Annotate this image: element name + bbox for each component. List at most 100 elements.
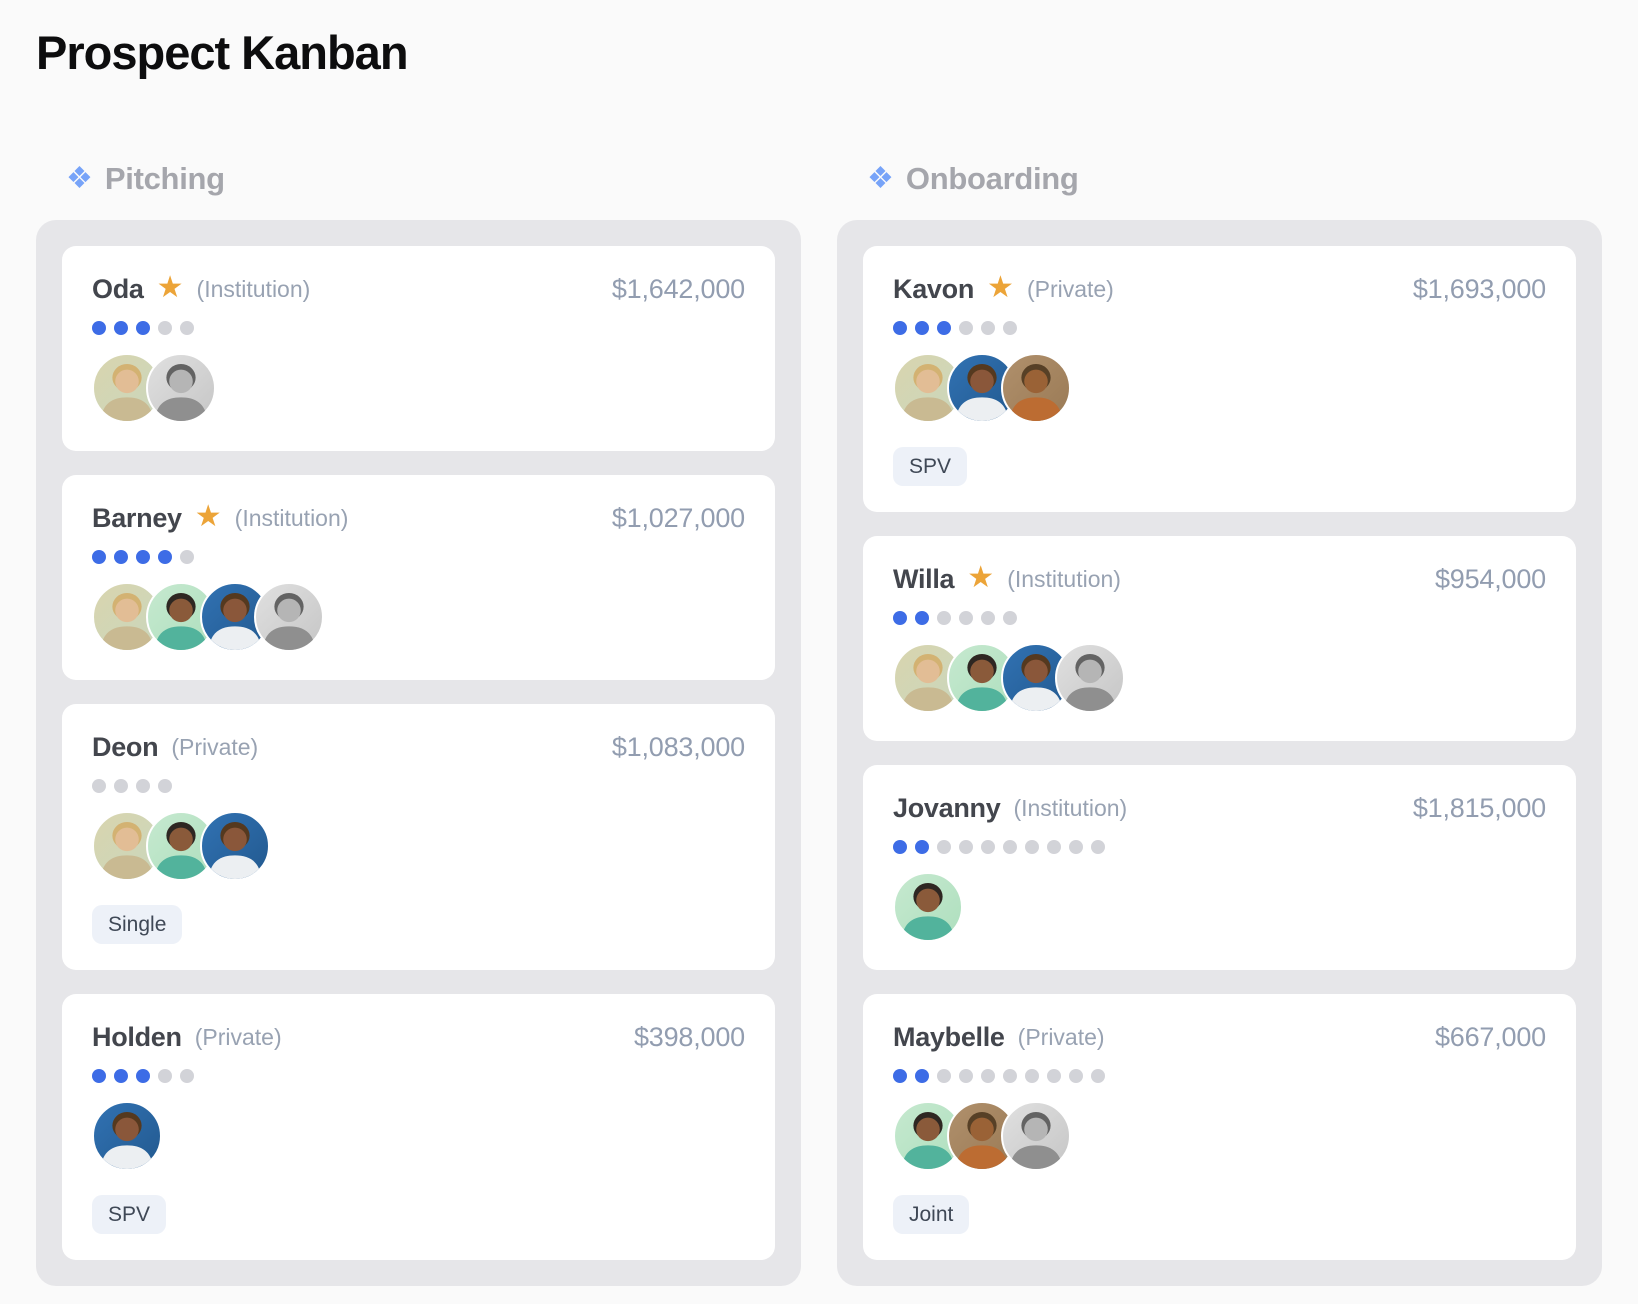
progress-dot [92, 1069, 106, 1084]
prospect-card[interactable]: Oda ★ (Institution) $1,642,000 [62, 246, 775, 452]
prospect-amount: $1,815,000 [1412, 792, 1546, 823]
progress-dot [92, 321, 106, 336]
card-header-row: Maybelle (Private) $667,000 [893, 1020, 1546, 1054]
progress-dot [136, 779, 150, 794]
kanban-column: ❖ Pitching Oda ★ (Institution) $1,642,00… [36, 160, 801, 1287]
progress-dots [893, 1069, 1546, 1084]
progress-dots [92, 550, 745, 565]
progress-dot [981, 1069, 995, 1084]
star-icon: ★ [194, 500, 222, 534]
progress-dot [180, 550, 194, 565]
prospect-type: (Institution) [234, 504, 349, 531]
progress-dots [92, 779, 745, 794]
page-title: Prospect Kanban [36, 26, 409, 79]
progress-dot [92, 779, 106, 794]
column-card-list: Kavon ★ (Private) $1,693,000 SPV Willa ★… [837, 220, 1602, 1287]
diamond-icon: ❖ [867, 162, 894, 196]
blonde-person-avatar [893, 643, 963, 714]
progress-dot [114, 550, 128, 565]
card-header-row: Barney ★ (Institution) $1,027,000 [92, 501, 745, 535]
prospect-type: (Private) [194, 1023, 282, 1050]
prospect-card[interactable]: Willa ★ (Institution) $954,000 [863, 536, 1576, 742]
kanban-page: Prospect Kanban ❖ Pitching Oda ★ (Instit… [36, 26, 1602, 1287]
blue-bg-woman-avatar [200, 811, 270, 882]
kanban-board: ❖ Pitching Oda ★ (Institution) $1,642,00… [36, 160, 1602, 1287]
progress-dot [158, 779, 172, 794]
progress-dot [180, 1069, 194, 1084]
blue-bg-woman-avatar [92, 1101, 162, 1172]
avatar-group [893, 870, 1546, 944]
progress-dot [959, 321, 973, 336]
tan-bg-woman-avatar [1001, 353, 1071, 424]
progress-dot [1091, 1069, 1105, 1084]
bw-man-avatar [146, 353, 216, 424]
progress-dot [1003, 321, 1017, 336]
avatar-group [92, 351, 745, 425]
star-icon: ★ [156, 271, 184, 305]
prospect-card[interactable]: Maybelle (Private) $667,000 Joint [863, 994, 1576, 1261]
progress-dot [937, 1069, 951, 1084]
progress-dot [937, 611, 951, 626]
progress-dot [1069, 840, 1083, 855]
prospect-name: Deon [92, 731, 159, 762]
prospect-amount: $954,000 [1434, 563, 1546, 594]
progress-dot [1025, 1069, 1039, 1084]
progress-dot [1091, 840, 1105, 855]
prospect-type: (Private) [1026, 275, 1114, 302]
prospect-type: (Private) [1017, 1023, 1105, 1050]
bw-man-avatar [1001, 1101, 1071, 1172]
prospect-name: Barney [92, 502, 182, 533]
progress-dot [915, 611, 929, 626]
progress-dot [937, 321, 951, 336]
column-title: Pitching [104, 161, 225, 197]
progress-dot [893, 1069, 907, 1084]
progress-dot [92, 550, 106, 565]
progress-dots [92, 321, 745, 336]
progress-dot [981, 321, 995, 336]
card-header-row: Holden (Private) $398,000 [92, 1020, 745, 1054]
progress-dot [937, 840, 951, 855]
progress-dot [1003, 1069, 1017, 1084]
prospect-amount: $1,083,000 [611, 731, 745, 762]
prospect-card[interactable]: Barney ★ (Institution) $1,027,000 [62, 475, 775, 681]
prospect-amount: $1,027,000 [611, 502, 745, 533]
card-header-row: Jovanny (Institution) $1,815,000 [893, 791, 1546, 825]
tag-badge: SPV [893, 447, 968, 487]
progress-dot [1047, 840, 1061, 855]
progress-dot [959, 840, 973, 855]
avatar-group [92, 580, 745, 654]
progress-dot [1069, 1069, 1083, 1084]
prospect-type: (Institution) [1013, 794, 1128, 821]
tag-badge: Joint [893, 1195, 970, 1235]
prospect-card[interactable]: Kavon ★ (Private) $1,693,000 SPV [863, 246, 1576, 513]
avatar-group [92, 1099, 745, 1173]
progress-dot [114, 1069, 128, 1084]
column-header: ❖ Pitching [66, 160, 801, 198]
progress-dot [1047, 1069, 1061, 1084]
prospect-card[interactable]: Jovanny (Institution) $1,815,000 [863, 765, 1576, 971]
progress-dot [959, 1069, 973, 1084]
progress-dot [1025, 840, 1039, 855]
prospect-amount: $667,000 [1434, 1021, 1546, 1052]
avatar-group [893, 1099, 1546, 1173]
prospect-type: (Private) [171, 733, 259, 760]
progress-dot [1003, 840, 1017, 855]
prospect-card[interactable]: Holden (Private) $398,000 SPV [62, 994, 775, 1261]
column-header: ❖ Onboarding [867, 160, 1602, 198]
tan-bg-woman-avatar [947, 1101, 1017, 1172]
progress-dot [893, 840, 907, 855]
prospect-name: Maybelle [893, 1021, 1005, 1052]
progress-dot [915, 840, 929, 855]
progress-dots [893, 321, 1546, 336]
progress-dot [981, 611, 995, 626]
avatar-group [893, 351, 1546, 425]
progress-dot [136, 1069, 150, 1084]
bw-man-avatar [1055, 643, 1125, 714]
prospect-name: Kavon [893, 273, 975, 304]
prospect-card[interactable]: Deon (Private) $1,083,000 Single [62, 704, 775, 971]
star-icon: ★ [987, 271, 1014, 305]
progress-dot [158, 550, 172, 565]
progress-dot [136, 550, 150, 565]
card-header-row: Kavon ★ (Private) $1,693,000 [893, 272, 1546, 306]
avatar-group [92, 809, 745, 883]
